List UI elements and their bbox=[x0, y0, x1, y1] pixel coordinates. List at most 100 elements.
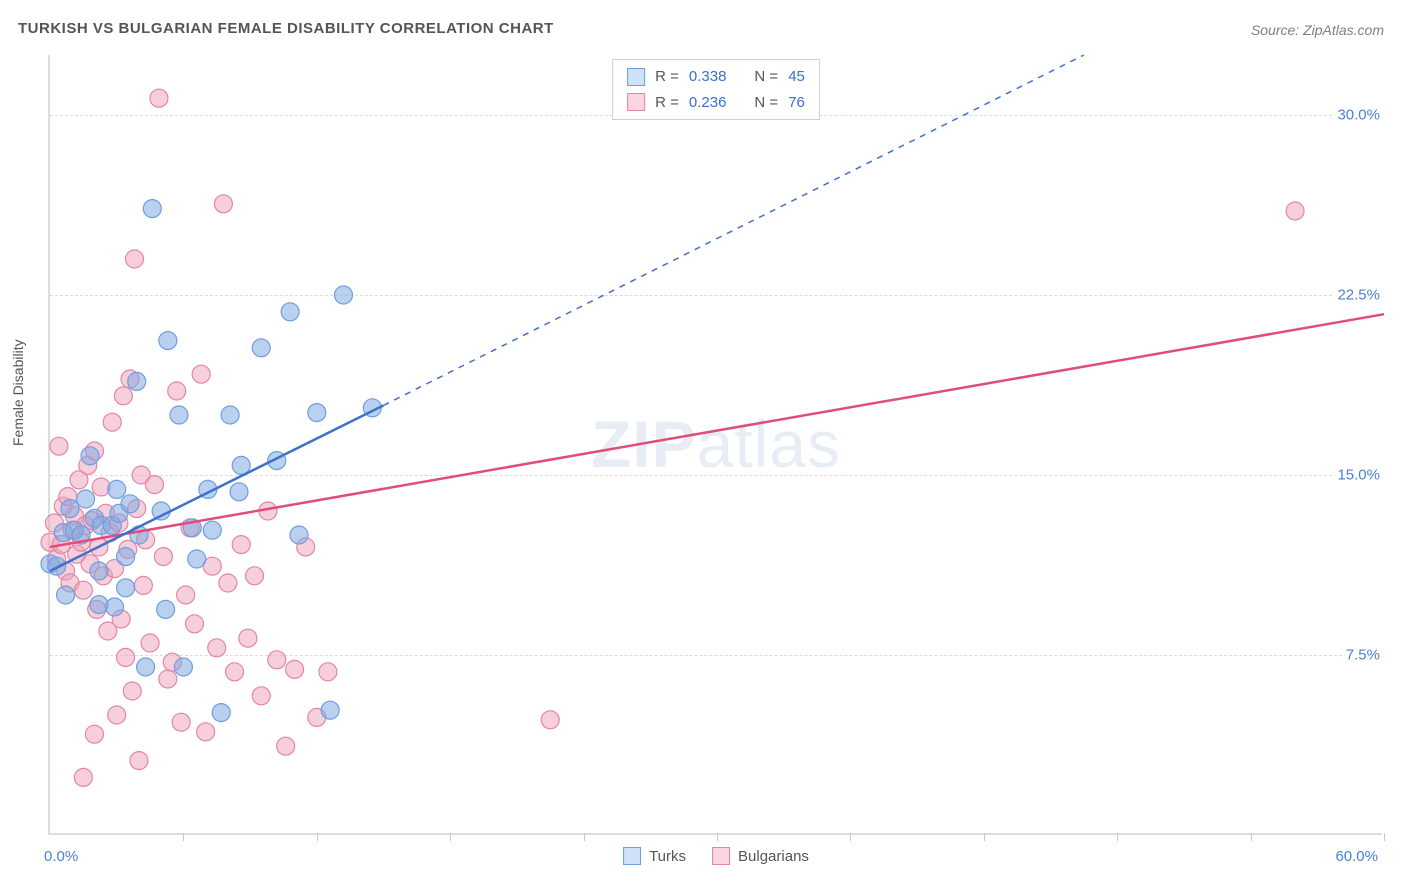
data-point bbox=[172, 713, 190, 731]
r-value: 0.236 bbox=[689, 90, 727, 116]
data-point bbox=[114, 387, 132, 405]
data-point bbox=[74, 768, 92, 786]
data-point bbox=[321, 701, 339, 719]
data-point bbox=[208, 639, 226, 657]
data-point bbox=[134, 576, 152, 594]
data-point bbox=[128, 372, 146, 390]
data-point bbox=[286, 660, 304, 678]
trend-line bbox=[50, 314, 1384, 547]
x-tick bbox=[850, 833, 851, 841]
data-point bbox=[221, 406, 239, 424]
legend-swatch bbox=[623, 847, 641, 865]
data-point bbox=[308, 404, 326, 422]
data-point bbox=[74, 581, 92, 599]
data-point bbox=[319, 663, 337, 681]
data-point bbox=[290, 526, 308, 544]
data-point bbox=[61, 500, 79, 518]
data-point bbox=[108, 706, 126, 724]
data-point bbox=[143, 200, 161, 218]
n-value: 45 bbox=[788, 64, 805, 90]
data-point bbox=[1286, 202, 1304, 220]
data-point bbox=[203, 521, 221, 539]
data-point bbox=[226, 663, 244, 681]
plot-area: ZIPatlas 7.5%15.0%22.5%30.0% R =0.338N =… bbox=[48, 55, 1382, 835]
legend-label: Turks bbox=[649, 848, 686, 865]
x-tick bbox=[984, 833, 985, 841]
data-point bbox=[57, 586, 75, 604]
x-tick bbox=[1117, 833, 1118, 841]
data-point bbox=[212, 704, 230, 722]
legend-row: R = 0.338 N = 45 bbox=[627, 64, 805, 90]
data-point bbox=[48, 557, 66, 575]
data-point bbox=[170, 406, 188, 424]
legend-item: Turks bbox=[623, 847, 686, 865]
legend-swatch bbox=[627, 68, 645, 86]
data-point bbox=[90, 562, 108, 580]
n-label: N = bbox=[754, 64, 778, 90]
data-point bbox=[168, 382, 186, 400]
data-point bbox=[268, 651, 286, 669]
data-point bbox=[252, 339, 270, 357]
data-point bbox=[154, 548, 172, 566]
legend-correlation: R = 0.338 N = 45 R = 0.236 N = 76 bbox=[612, 59, 820, 120]
r-label: R = bbox=[655, 64, 679, 90]
data-point bbox=[117, 548, 135, 566]
data-point bbox=[177, 586, 195, 604]
data-point bbox=[77, 490, 95, 508]
data-point bbox=[281, 303, 299, 321]
n-label: N = bbox=[754, 90, 778, 116]
data-point bbox=[125, 250, 143, 268]
y-axis-title: Female Disability bbox=[10, 339, 26, 446]
data-point bbox=[117, 648, 135, 666]
x-tick bbox=[183, 833, 184, 841]
data-point bbox=[192, 365, 210, 383]
data-point bbox=[145, 476, 163, 494]
legend-series: Turks Bulgarians bbox=[623, 847, 809, 865]
data-point bbox=[130, 752, 148, 770]
legend-swatch bbox=[712, 847, 730, 865]
data-point bbox=[108, 480, 126, 498]
data-point bbox=[174, 658, 192, 676]
r-label: R = bbox=[655, 90, 679, 116]
data-point bbox=[152, 502, 170, 520]
data-point bbox=[150, 89, 168, 107]
x-tick bbox=[1384, 833, 1385, 841]
chart-title: TURKISH VS BULGARIAN FEMALE DISABILITY C… bbox=[18, 20, 554, 37]
data-point bbox=[277, 737, 295, 755]
data-point bbox=[214, 195, 232, 213]
data-point bbox=[141, 634, 159, 652]
x-tick bbox=[1251, 833, 1252, 841]
x-tick bbox=[584, 833, 585, 841]
data-point bbox=[157, 600, 175, 618]
x-axis-min-label: 0.0% bbox=[44, 848, 78, 865]
data-point bbox=[541, 711, 559, 729]
data-point bbox=[246, 567, 264, 585]
data-point bbox=[232, 536, 250, 554]
legend-swatch bbox=[627, 93, 645, 111]
data-point bbox=[334, 286, 352, 304]
x-axis-max-label: 60.0% bbox=[1335, 848, 1378, 865]
data-point bbox=[186, 615, 204, 633]
data-point bbox=[81, 447, 99, 465]
data-point bbox=[105, 598, 123, 616]
n-value: 76 bbox=[788, 90, 805, 116]
data-point bbox=[219, 574, 237, 592]
source-label: Source: ZipAtlas.com bbox=[1251, 22, 1384, 38]
x-tick bbox=[450, 833, 451, 841]
data-point bbox=[121, 495, 139, 513]
data-point bbox=[123, 682, 141, 700]
data-point bbox=[159, 670, 177, 688]
data-point bbox=[117, 579, 135, 597]
data-point bbox=[50, 437, 68, 455]
x-tick bbox=[717, 833, 718, 841]
data-point bbox=[239, 629, 257, 647]
data-point bbox=[252, 687, 270, 705]
legend-item: Bulgarians bbox=[712, 847, 809, 865]
data-point bbox=[159, 332, 177, 350]
data-point bbox=[137, 658, 155, 676]
data-point bbox=[230, 483, 248, 501]
r-value: 0.338 bbox=[689, 64, 727, 90]
data-point bbox=[188, 550, 206, 568]
data-point bbox=[85, 725, 103, 743]
data-point bbox=[197, 723, 215, 741]
